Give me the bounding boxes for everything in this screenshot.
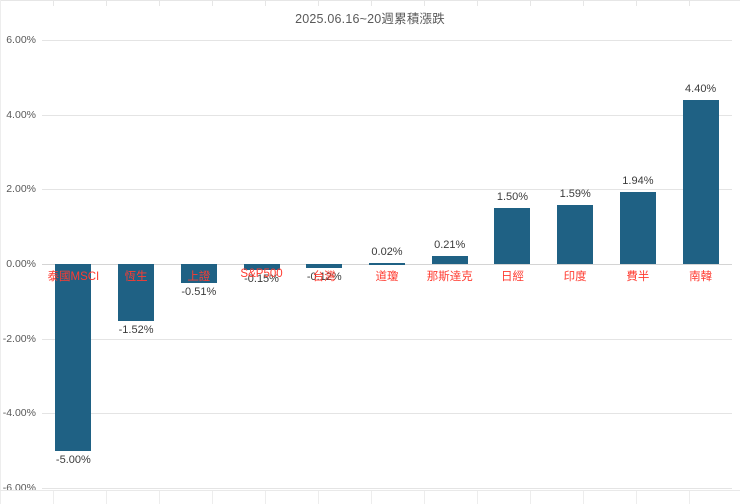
grid-tick [159, 491, 160, 504]
chart-title: 2025.06.16~20週累積漲跌 [295, 12, 445, 26]
gridline [42, 40, 732, 41]
y-axis-tick-label: 6.00% [6, 34, 36, 46]
bar[interactable] [306, 264, 343, 269]
data-value-label: 0.21% [434, 239, 466, 252]
category-label: 印度 [563, 271, 587, 283]
data-value-label: -0.51% [181, 286, 217, 299]
data-value-label: 1.59% [559, 187, 591, 200]
gridline [42, 338, 732, 340]
category-label: 上證 [187, 271, 211, 283]
grid-tick [530, 491, 531, 504]
grid-tick [106, 491, 107, 504]
bar[interactable] [55, 264, 92, 451]
grid-tick [371, 491, 372, 504]
gridline [42, 189, 732, 191]
plot-area: 6.00% 4.00% 2.00% 0.00% -2.00% -4.00% -6.00% -… [3, 34, 732, 494]
data-value-label: -0.15% [244, 272, 279, 285]
category-label: 恆生 [124, 271, 148, 283]
bar[interactable] [118, 264, 155, 321]
data-value-label: 4.40% [685, 82, 717, 95]
grid-tick [318, 491, 319, 504]
data-value-label: 0.02% [371, 246, 403, 259]
grid-tick [159, 0, 160, 6]
grid-tick [212, 0, 213, 6]
grid-tick [424, 491, 425, 504]
grid-tick [583, 491, 584, 504]
bar[interactable] [619, 191, 656, 264]
bar[interactable] [369, 263, 405, 266]
bar[interactable] [494, 208, 531, 264]
gridline [42, 114, 732, 116]
grid-tick [265, 491, 266, 504]
category-label: 日經 [500, 271, 524, 283]
gridline [42, 413, 732, 415]
category-label: 泰國MSCI [47, 271, 100, 283]
grid-tick [371, 0, 372, 6]
y-axis-tick-label: -4.00% [2, 407, 36, 420]
grid-tick [636, 491, 637, 504]
gridline [42, 488, 732, 489]
data-value-label: 1.94% [622, 174, 654, 187]
grid-tick [689, 0, 690, 6]
grid-tick [583, 0, 584, 6]
bar[interactable] [682, 99, 719, 264]
top-grid-line [0, 0, 740, 1]
category-label: S&P500 [240, 268, 283, 280]
bar[interactable] [180, 264, 217, 284]
bar[interactable] [431, 256, 468, 264]
grid-tick [477, 0, 478, 6]
grid-tick [106, 0, 107, 6]
category-label: 台灣 [312, 271, 336, 283]
grid-tick [212, 491, 213, 504]
category-label: 南韓 [689, 271, 713, 283]
grid-tick [689, 491, 690, 504]
data-value-label: -5.00% [55, 453, 91, 466]
grid-tick [53, 0, 54, 6]
data-value-label: 1.50% [496, 191, 529, 203]
bar[interactable] [243, 264, 280, 270]
y-axis-tick-label: 4.00% [6, 108, 36, 121]
category-label: 費半 [626, 271, 650, 283]
data-value-label: -0.12% [306, 271, 342, 284]
grid-tick [636, 0, 637, 6]
grid-tick [265, 0, 266, 6]
grid-tick [477, 491, 478, 504]
category-label: 道瓊 [375, 271, 399, 283]
bar[interactable] [557, 204, 594, 264]
grid-tick [318, 0, 319, 6]
y-axis-tick-label: -2.00% [2, 332, 36, 345]
y-axis-tick-label: -6.00% [2, 482, 36, 494]
data-value-label: -1.52% [118, 323, 154, 336]
grid-tick [53, 491, 54, 504]
category-label: 那斯達克 [426, 271, 473, 283]
y-axis-tick-label: 2.00% [6, 183, 36, 196]
bottom-axis-row [0, 490, 740, 504]
grid-tick [424, 0, 425, 6]
grid-tick [530, 0, 531, 6]
y-axis-tick-label: 0.00% [6, 258, 36, 270]
left-frame-line [0, 0, 1, 504]
